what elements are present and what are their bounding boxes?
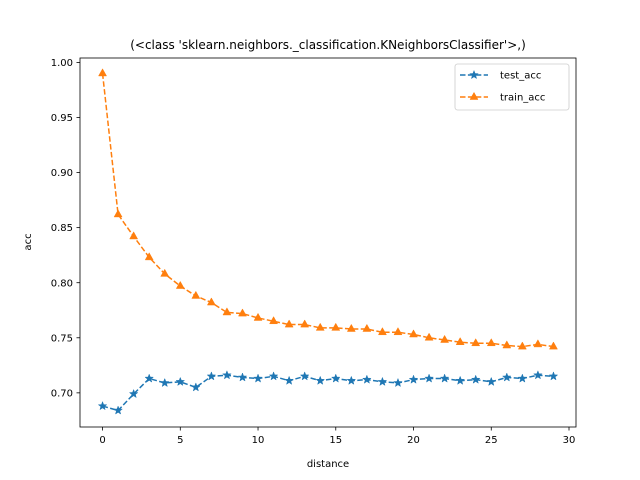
chart-title: (<class 'sklearn.neighbors._classificati… <box>130 38 526 52</box>
data-point-train_acc <box>517 341 527 350</box>
legend-label-train_acc: train_acc <box>500 93 545 104</box>
x-tick-label: 15 <box>329 435 342 446</box>
data-point-train_acc <box>300 319 310 328</box>
data-point-test_acc <box>424 373 434 383</box>
data-point-test_acc <box>175 376 186 386</box>
data-point-train_acc <box>113 209 123 218</box>
data-point-test_acc <box>439 373 450 383</box>
data-point-train_acc <box>206 297 216 306</box>
legend: test_acc train_acc <box>454 63 570 111</box>
data-point-train_acc <box>533 339 543 348</box>
y-tick-label: 1.00 <box>51 58 73 69</box>
data-point-test_acc <box>144 373 155 383</box>
data-point-test_acc <box>346 375 357 385</box>
data-point-test_acc <box>253 373 263 383</box>
data-point-test_acc <box>299 371 310 381</box>
legend-marker-train_acc <box>469 91 479 100</box>
y-tick-label: 0.90 <box>51 168 73 179</box>
data-point-train_acc <box>455 337 465 345</box>
x-axis-label: distance <box>307 459 349 470</box>
data-point-train_acc <box>129 231 139 240</box>
y-tick-label: 0.75 <box>51 333 73 344</box>
data-point-test_acc <box>206 371 217 381</box>
data-point-train_acc <box>440 334 450 343</box>
data-point-test_acc <box>408 374 419 384</box>
data-point-train_acc <box>191 290 201 299</box>
data-point-train_acc <box>98 68 107 77</box>
y-axis-label: acc <box>23 233 34 250</box>
data-point-train_acc <box>144 252 154 261</box>
x-tick-label: 20 <box>407 435 420 446</box>
data-point-train_acc <box>160 268 170 277</box>
data-point-test_acc <box>97 400 108 411</box>
data-point-test_acc <box>362 374 372 384</box>
data-point-test_acc <box>377 376 388 386</box>
data-point-test_acc <box>284 375 294 385</box>
data-point-test_acc <box>393 377 403 388</box>
x-tick-label: 10 <box>252 435 265 446</box>
data-point-train_acc <box>486 338 496 347</box>
legend-marker-test_acc <box>469 69 479 80</box>
data-point-test_acc <box>517 373 528 383</box>
data-point-test_acc <box>315 375 326 385</box>
x-tick-label: 5 <box>177 435 183 446</box>
data-point-test_acc <box>455 375 466 385</box>
data-point-train_acc <box>175 280 185 289</box>
x-tick-label: 0 <box>99 435 105 446</box>
data-point-test_acc <box>486 376 497 386</box>
data-point-train_acc <box>238 308 247 317</box>
data-point-train_acc <box>315 322 325 331</box>
data-point-test_acc <box>533 370 543 380</box>
data-point-train_acc <box>346 323 356 332</box>
data-point-train_acc <box>253 312 263 321</box>
legend-label-test_acc: test_acc <box>500 71 541 82</box>
y-tick-label: 0.70 <box>51 388 73 399</box>
legend-box <box>454 63 570 111</box>
data-point-train_acc <box>393 327 403 336</box>
data-point-test_acc <box>159 377 170 388</box>
plot-area <box>97 68 559 415</box>
x-tick-label: 25 <box>485 435 498 446</box>
data-point-train_acc <box>377 327 387 336</box>
data-point-test_acc <box>190 382 201 392</box>
data-point-train_acc <box>362 323 372 332</box>
x-tick-label: 30 <box>563 435 576 446</box>
data-point-test_acc <box>222 370 232 380</box>
data-point-train_acc <box>471 338 481 347</box>
y-tick-label: 0.85 <box>51 223 73 234</box>
y-tick-label: 0.95 <box>51 113 73 124</box>
data-point-train_acc <box>222 307 232 316</box>
data-point-test_acc <box>470 374 481 384</box>
data-point-test_acc <box>330 373 341 383</box>
data-point-train_acc <box>424 332 434 341</box>
axes: 0 5 10 15 20 25 30 0.70 0.75 0.80 0.85 0.90 0.95 1.00 <box>51 57 577 446</box>
data-point-train_acc <box>502 340 512 349</box>
data-point-test_acc <box>113 405 123 415</box>
data-point-test_acc <box>268 371 279 381</box>
data-point-train_acc <box>269 316 279 325</box>
data-point-test_acc <box>548 371 559 381</box>
data-point-train_acc <box>331 322 341 331</box>
data-point-train_acc <box>549 341 558 350</box>
data-point-train_acc <box>284 319 294 328</box>
data-point-test_acc <box>128 388 139 399</box>
axes-frame <box>79 57 577 428</box>
data-point-train_acc <box>409 329 418 338</box>
data-point-test_acc <box>501 372 512 382</box>
y-tick-label: 0.80 <box>51 278 73 289</box>
data-point-test_acc <box>237 372 248 382</box>
